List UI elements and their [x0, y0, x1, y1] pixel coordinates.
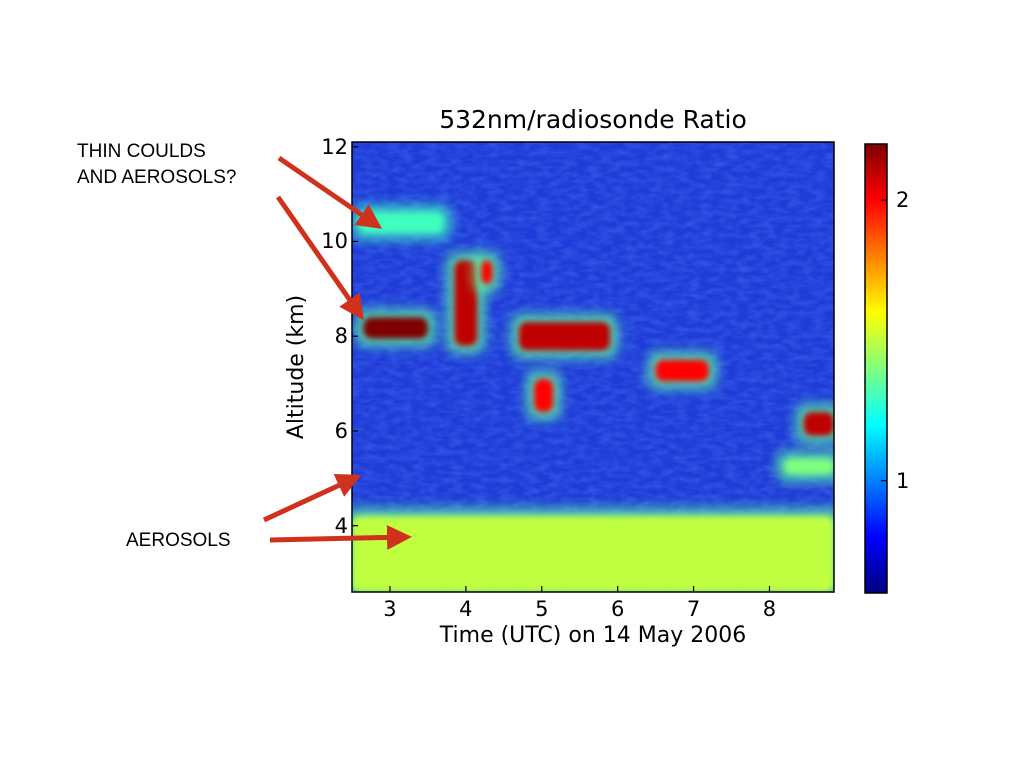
feature-cirrus-patch — [803, 412, 834, 436]
x-tick-label: 3 — [383, 597, 397, 621]
colorbar-tick-label: 2 — [896, 188, 910, 213]
feature-cirrus-patch — [518, 322, 611, 351]
arrow-to-elevated-aerosols — [262, 474, 362, 523]
feature-cirrus-patch — [655, 359, 709, 382]
y-tick-label: 8 — [334, 324, 348, 349]
thin-clouds-annotation: THIN COULDS AND AEROSOLS? — [77, 141, 237, 188]
x-tick-label: 6 — [610, 597, 625, 621]
x-tick-label: 5 — [535, 597, 549, 621]
y-tick-label: 10 — [321, 229, 348, 254]
x-tick-label: 4 — [459, 597, 473, 621]
arrow-to-thin-clouds — [277, 155, 383, 229]
feature-cirrus-fall-streak — [534, 378, 554, 412]
aerosols-annotation: AEROSOLS — [126, 530, 231, 551]
y-axis-label: Altitude (km) — [284, 294, 309, 440]
y-tick-label: 12 — [321, 134, 348, 159]
feature-cirrus-column — [481, 260, 493, 285]
arrow-to-cirrus — [275, 195, 364, 321]
arrow-to-boundary-aerosols — [269, 524, 412, 550]
feature-elevated-aerosol-layer — [784, 459, 834, 474]
colorbar — [864, 143, 888, 594]
x-tick-label: 8 — [762, 597, 777, 621]
feature-cirrus-column — [454, 260, 478, 346]
heatmap-plot-area — [352, 142, 834, 592]
y-tick-label: 4 — [334, 513, 348, 538]
chart-title: 532nm/radiosonde Ratio — [439, 105, 747, 134]
feature-boundary-layer-aerosols — [352, 516, 834, 592]
feature-cirrus-patch — [363, 317, 428, 339]
y-tick-label: 6 — [334, 418, 348, 443]
x-axis-label: Time (UTC) on 14 May 2006 — [439, 623, 747, 648]
x-tick-label: 7 — [686, 597, 701, 621]
colorbar-tick-label: 1 — [896, 468, 910, 493]
plot-frame — [351, 141, 835, 593]
